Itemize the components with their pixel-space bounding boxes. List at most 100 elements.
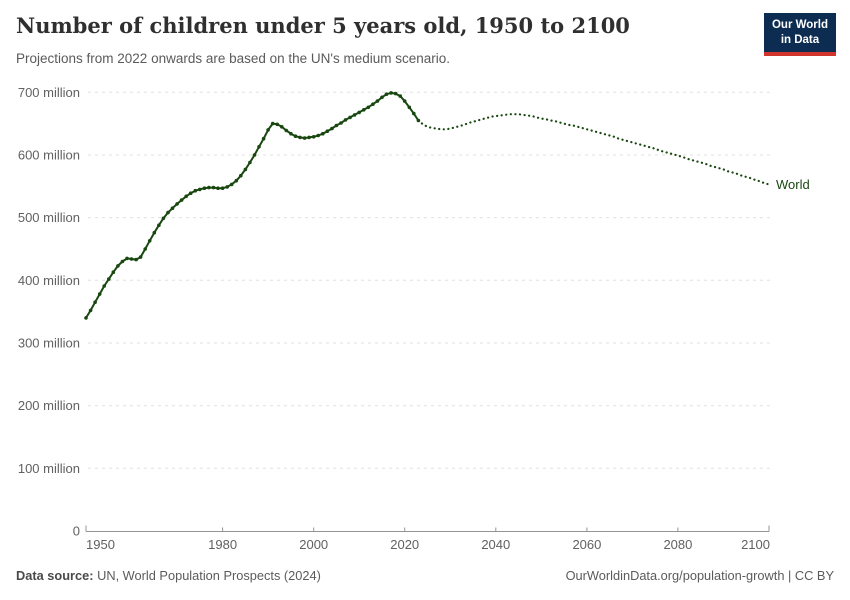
data-point-marker [143,247,147,251]
data-point-marker [357,110,362,115]
series-world-historical [84,91,421,320]
data-point-marker [289,131,293,136]
data-point-marker [188,191,193,195]
data-point-marker [220,186,225,190]
data-point-marker [298,135,302,140]
data-point-marker [371,102,375,106]
data-point-marker [116,264,120,268]
data-point-marker [166,210,170,215]
data-point-marker [284,128,289,133]
y-tick-label: 300 million [18,336,80,351]
data-point-marker [239,173,243,178]
data-point-marker [138,255,143,259]
data-source-value: UN, World Population Prospects (2024) [93,568,321,583]
x-tick-label: 2020 [390,537,419,552]
data-point-marker [198,187,202,192]
series-world-projection [417,113,771,186]
y-tick-label: 0 [73,524,80,539]
data-point-marker [302,136,307,140]
data-point-marker [339,121,343,125]
chart-title: Number of children under 5 years old, 19… [16,13,630,38]
chart-subtitle: Projections from 2022 onwards are based … [16,51,451,66]
data-point-marker [412,111,416,116]
data-point-marker [125,256,129,261]
series-line-dotted [417,113,771,186]
owid-logo-line2: in Data [780,33,820,46]
y-tick-label: 100 million [18,461,80,476]
series-line [85,91,420,319]
data-point-marker [97,292,102,296]
y-tick-label: 700 million [18,85,80,100]
data-point-marker [407,105,412,110]
data-point-marker [175,202,179,206]
y-axis-labels: 0 100 million 200 million 300 million 400 mi… [18,85,80,539]
data-point-marker [102,284,106,288]
x-tick-label: 2000 [299,537,328,552]
data-source-label: Data source: [16,568,94,583]
data-point-marker [330,126,334,131]
data-point-marker [389,91,393,95]
data-point-marker [147,239,152,243]
y-tick-label: 400 million [18,273,80,288]
data-point-marker [380,95,384,100]
data-point-marker [352,113,357,117]
data-point-marker [280,125,284,129]
x-tick-label: 2080 [663,537,692,552]
x-tick-label: 1950 [86,537,115,552]
x-tick-label: 2040 [481,537,510,552]
x-axis: 1950 1980 2000 2020 2040 2060 2080 2100 [85,525,770,552]
data-point-marker [234,178,239,183]
data-point-marker [161,216,166,221]
owid-logo-red-stripe [763,51,836,56]
data-point-marker [362,108,366,112]
data-point-marker [375,99,380,103]
y-tick-label: 600 million [18,148,80,163]
owid-logo: Our World in Data [763,13,836,56]
y-tick-label: 500 million [18,210,80,225]
data-point-marker [107,277,111,281]
data-point-marker [111,270,116,275]
y-tick-label: 200 million [18,398,80,413]
data-point-marker [348,115,352,120]
data-point-marker [343,118,348,122]
data-point-marker [207,185,211,190]
x-tick-label: 1980 [208,537,237,552]
data-point-marker [211,185,216,190]
data-point-marker [225,185,229,189]
gridlines [88,91,770,469]
data-point-marker [398,94,403,98]
data-source-note: Data source: UN, World Population Prospe… [16,568,321,583]
data-point-marker [179,198,184,202]
data-point-marker [275,122,280,127]
data-point-marker [325,129,330,133]
data-point-marker [261,136,266,141]
data-point-marker [384,92,389,96]
data-point-marker [307,135,311,140]
data-point-marker [393,91,398,96]
data-point-marker [321,131,325,136]
data-point-marker [366,105,371,110]
data-point-marker [129,257,134,261]
data-point-marker [152,230,157,235]
data-point-marker [266,128,270,132]
data-point-marker [252,153,257,157]
data-point-marker [248,160,252,165]
data-point-marker [88,308,93,313]
data-point-marker [402,99,407,103]
data-point-marker [257,145,261,149]
data-point-marker [316,133,321,138]
data-point-marker [134,257,138,262]
data-point-marker [202,186,207,190]
data-point-marker [93,300,97,305]
data-point-marker [157,223,161,227]
series-label-world: World [776,177,810,192]
data-point-marker [84,316,88,320]
owid-logo-line1: Our World [771,19,828,31]
citation-link[interactable]: OurWorldinData.org/population-growth | C… [565,568,834,583]
data-point-marker [293,134,298,138]
data-point-marker [270,121,275,126]
data-point-marker [193,188,198,193]
data-point-marker [334,123,339,128]
